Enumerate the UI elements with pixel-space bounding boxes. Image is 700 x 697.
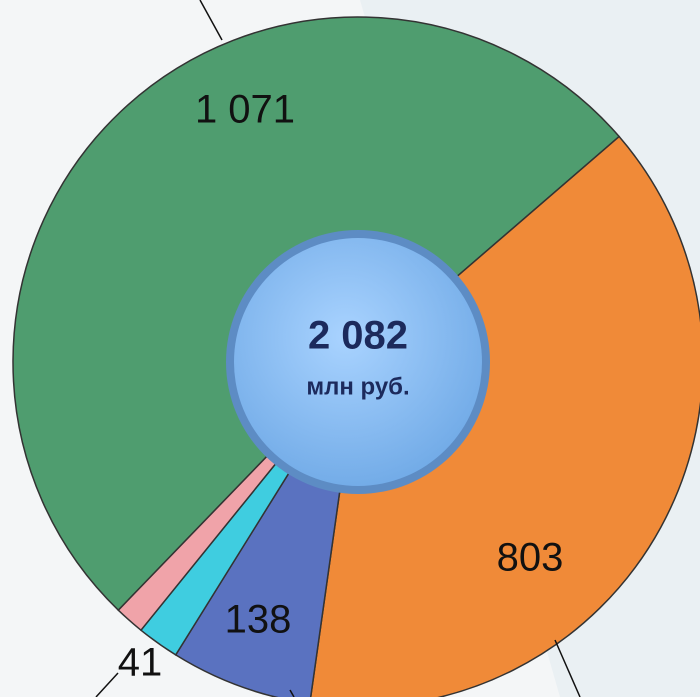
leader-line: [95, 672, 119, 697]
center-unit: млн руб.: [306, 373, 409, 400]
value-label: 803: [497, 536, 564, 580]
value-label: 1 071: [195, 88, 295, 132]
hole: [234, 238, 482, 486]
leader-line: [554, 639, 581, 697]
leader-line: [289, 689, 295, 697]
value-label: 41: [118, 641, 163, 685]
value-label: 138: [225, 598, 292, 642]
center-value: 2 082: [308, 314, 408, 358]
leader-line: [199, 0, 223, 41]
leader-lines: [95, 0, 581, 697]
